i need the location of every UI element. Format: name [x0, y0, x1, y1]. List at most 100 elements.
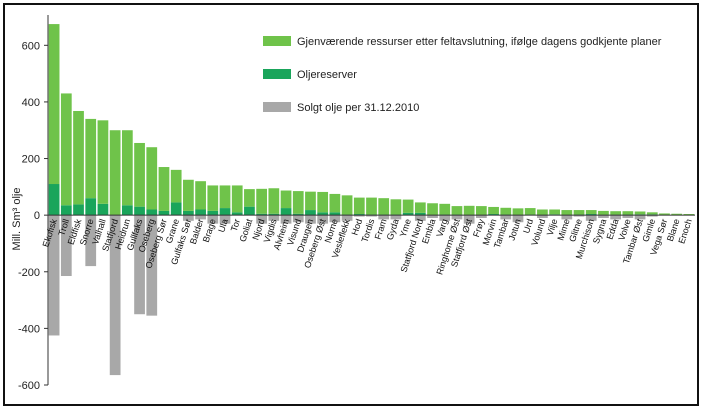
bar-oljereserver: [268, 213, 280, 216]
bar-gjenvaerende: [158, 167, 170, 211]
y-tick-label: -600: [18, 380, 40, 392]
bar-gjenvaerende: [512, 208, 524, 216]
x-tick-label: Urd: [521, 218, 535, 235]
bar-solgt-olje: [610, 215, 622, 220]
bar-gjenvaerende: [475, 206, 487, 216]
bar-layer: [48, 24, 695, 376]
bar-oljereserver: [60, 205, 72, 216]
x-tick-label: Vilje: [545, 218, 560, 237]
bar-solgt-olje: [146, 215, 158, 316]
bar-gjenvaerende: [646, 212, 658, 215]
bar-solgt-olje: [256, 215, 268, 224]
bar-gjenvaerende: [402, 199, 414, 213]
bar-solgt-olje: [646, 215, 658, 217]
bar-gjenvaerende: [573, 210, 585, 215]
legend-label: Solgt olje per 31.12.2010: [297, 102, 419, 114]
bar-solgt-olje: [195, 215, 206, 220]
bar-gjenvaerende: [427, 203, 438, 216]
bar-gjenvaerende: [598, 210, 609, 215]
chart-frame: -600 -400 -200 0 200 400 600 Ekofisk Troll Eldfi…: [3, 3, 699, 406]
bar-solgt-olje: [561, 215, 573, 220]
bar-gjenvaerende: [500, 207, 512, 215]
bar-gjenvaerende: [659, 213, 670, 216]
y-tick-label: 0: [34, 210, 40, 222]
bar-gjenvaerende: [561, 210, 573, 216]
x-tick-label: Hod: [350, 218, 365, 237]
bar-gjenvaerende: [280, 190, 292, 209]
legend-swatch: [263, 69, 291, 79]
bar-gjenvaerende: [256, 188, 268, 214]
bar-solgt-olje: [60, 215, 72, 277]
y-tick-label: 200: [22, 154, 40, 166]
bar-gjenvaerende: [231, 185, 243, 213]
bar-oljereserver: [146, 209, 158, 216]
bar-oljereserver: [195, 209, 206, 216]
bar-gjenvaerende: [524, 208, 536, 215]
bar-gjenvaerende: [549, 209, 560, 215]
bar-gjenvaerende: [610, 211, 622, 215]
x-tick-label: Ula: [216, 218, 230, 234]
bar-gjenvaerende: [207, 185, 219, 211]
y-tick-label: 600: [22, 40, 40, 52]
bar-gjenvaerende: [488, 206, 499, 215]
bar-gjenvaerende: [317, 191, 329, 213]
bar-gjenvaerende: [378, 198, 390, 215]
bar-gjenvaerende: [622, 211, 634, 215]
bar-gjenvaerende: [537, 209, 548, 216]
legend-swatch: [263, 36, 291, 46]
bar-oljereserver: [317, 212, 329, 216]
bar-gjenvaerende: [60, 93, 72, 206]
bar-gjenvaerende: [97, 120, 109, 204]
bar-oljereserver: [207, 210, 219, 216]
bar-gjenvaerende: [292, 191, 304, 214]
bar-solgt-olje: [378, 215, 390, 220]
bar-oljereserver: [134, 206, 145, 216]
bar-gjenvaerende: [146, 147, 158, 210]
bar-oljereserver: [488, 214, 499, 216]
bar-gjenvaerende: [439, 203, 451, 215]
bar-solgt-olje: [305, 215, 316, 224]
bar-gjenvaerende: [121, 130, 133, 206]
bar-solgt-olje: [634, 215, 646, 220]
bar-solgt-olje: [85, 215, 97, 267]
bar-oljereserver: [231, 212, 243, 216]
bar-solgt-olje: [573, 215, 585, 217]
bar-oljereserver: [170, 202, 182, 216]
bar-gjenvaerende: [353, 197, 365, 215]
bar-solgt-olje: [317, 215, 329, 224]
bar-oljereserver: [256, 213, 268, 216]
bar-solgt-olje: [292, 215, 304, 223]
bar-oljereserver: [158, 210, 170, 216]
bar-gjenvaerende: [48, 24, 60, 185]
bar-oljereserver: [219, 208, 231, 216]
bar-oljereserver: [353, 214, 365, 216]
bar-oljereserver: [48, 184, 60, 216]
bar-solgt-olje: [598, 215, 609, 218]
bar-oljereserver: [121, 205, 133, 216]
bar-solgt-olje: [48, 215, 60, 336]
bar-solgt-olje: [463, 215, 475, 224]
bar-oljereserver: [244, 206, 255, 216]
bar-oljereserver: [585, 214, 597, 216]
bar-solgt-olje: [183, 215, 194, 221]
bar-oljereserver: [402, 212, 414, 216]
bar-gjenvaerende: [219, 185, 231, 209]
y-tick-label: -200: [18, 267, 40, 279]
bar-gjenvaerende: [134, 142, 145, 207]
bar-gjenvaerende: [414, 202, 426, 213]
bar-solgt-olje: [439, 215, 451, 221]
legend-label: Gjenværende ressurser etter feltavslutni…: [297, 36, 662, 48]
bar-gjenvaerende: [85, 118, 97, 199]
bar-gjenvaerende: [305, 191, 316, 211]
bar-gjenvaerende: [683, 214, 695, 216]
x-tick-label: Tor: [229, 218, 242, 233]
bar-solgt-olje: [475, 215, 487, 218]
bar-solgt-olje: [280, 215, 292, 224]
bar-oljereserver: [280, 208, 292, 216]
bar-solgt-olje: [414, 215, 426, 221]
bar-solgt-olje: [341, 215, 353, 221]
bar-gjenvaerende: [183, 179, 194, 211]
bar-oljereserver: [414, 212, 426, 216]
x-tick-labels: EkofiskTrollEldfiskSnorreValhallStatfjor…: [41, 217, 694, 276]
bar-solgt-olje: [500, 215, 512, 220]
